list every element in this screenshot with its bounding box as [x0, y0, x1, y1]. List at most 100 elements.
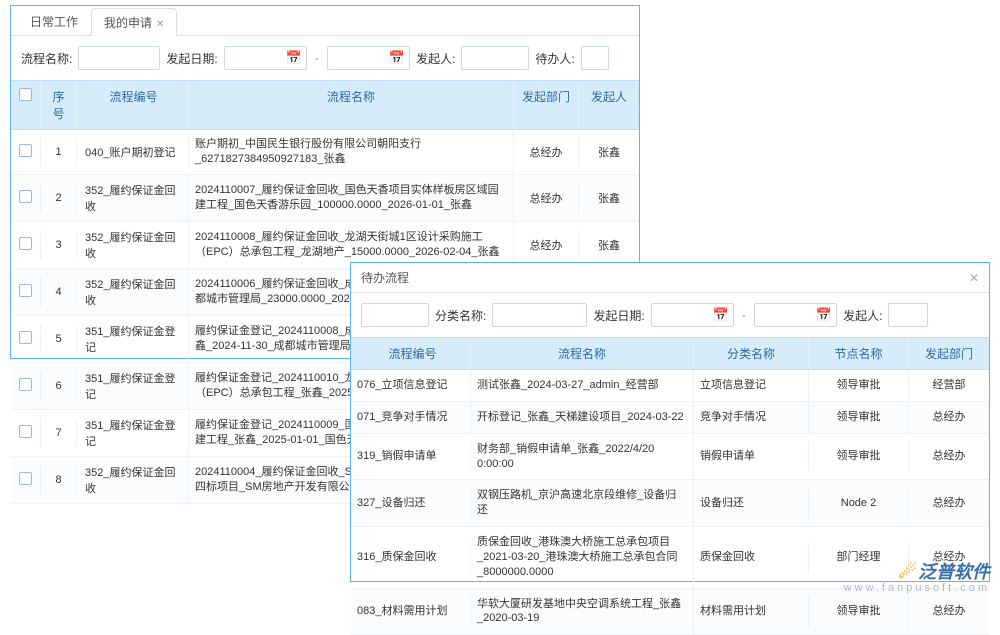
header-cat: 分类名称	[694, 338, 809, 369]
cell-initiator: 张鑫	[579, 230, 639, 260]
cell-initiator: 张鑫	[579, 137, 639, 167]
header-code: 流程编号	[77, 81, 189, 129]
cell-code: 352_履约保证金回收	[77, 269, 189, 315]
filter-initiator-label: 发起人:	[416, 50, 455, 67]
cell-code: 351_履约保证金登记	[77, 316, 189, 362]
filter-initiator-input[interactable]	[461, 46, 529, 70]
cell-dept: 总经办	[909, 488, 989, 519]
date-from[interactable]: 📅	[651, 303, 734, 327]
brand-cn: 泛普软件	[844, 558, 990, 584]
row-checkbox[interactable]	[11, 183, 41, 213]
date-dash: -	[315, 51, 319, 65]
cell-code: 071_竞争对手情况	[351, 402, 471, 433]
header-checkbox[interactable]	[11, 81, 41, 129]
cell-cat: 销假申请单	[694, 441, 809, 472]
calendar-icon[interactable]: 📅	[816, 307, 832, 323]
row-checkbox[interactable]	[11, 418, 41, 448]
calendar-icon[interactable]: 📅	[713, 307, 729, 323]
cell-index: 4	[41, 279, 77, 305]
cell-name: 开标登记_张鑫_天梯建设项目_2024-03-22	[471, 402, 694, 433]
filter-date-label: 发起日期:	[166, 50, 217, 67]
cell-dept: 总经办	[514, 183, 579, 213]
pending-process-panel: 待办流程 ✕ 分类名称: 发起日期: 📅 - 📅 发起人: 流程编号 流程名称 …	[350, 262, 990, 582]
row-checkbox[interactable]	[11, 277, 41, 307]
cell-dept: 总经办	[909, 596, 989, 627]
cell-dept: 经营部	[909, 370, 989, 401]
cell-code: 040_账户期初登记	[77, 137, 189, 167]
header-code: 流程编号	[351, 338, 471, 369]
cell-initiator: 张鑫	[579, 183, 639, 213]
date-dash: -	[742, 308, 746, 322]
row-checkbox[interactable]	[11, 137, 41, 167]
filter-bar: 分类名称: 发起日期: 📅 - 📅 发起人:	[351, 293, 989, 337]
cell-name: 2024110007_履约保证金回收_国色天香项目实体样板房区域园建工程_国色天…	[189, 176, 514, 220]
close-icon[interactable]: ✕	[969, 271, 979, 285]
row-checkbox[interactable]	[11, 465, 41, 495]
cell-node: Node 2	[809, 488, 909, 519]
calendar-icon[interactable]: 📅	[389, 50, 405, 66]
cell-code: 076_立项信息登记	[351, 370, 471, 401]
table-row[interactable]: 319_销假申请单财务部_销假申请单_张鑫_2022/4/20 0:00:00销…	[351, 434, 989, 481]
calendar-icon[interactable]: 📅	[286, 50, 302, 66]
table-row[interactable]: 071_竞争对手情况开标登记_张鑫_天梯建设项目_2024-03-22竞争对手情…	[351, 402, 989, 434]
cell-name: 双钢压路机_京沪高速北京段维修_设备归还	[471, 480, 694, 526]
cell-cat: 设备归还	[694, 488, 809, 519]
header-name: 流程名称	[189, 81, 514, 129]
table-row[interactable]: 2352_履约保证金回收2024110007_履约保证金回收_国色天香项目实体样…	[11, 175, 639, 222]
date-from-input[interactable]	[656, 305, 711, 325]
table-header: 流程编号 流程名称 分类名称 节点名称 发起部门	[351, 337, 989, 370]
date-from-input[interactable]	[229, 48, 284, 68]
cell-node: 领导审批	[809, 596, 909, 627]
table-row[interactable]: 327_设备归还双钢压路机_京沪高速北京段维修_设备归还设备归还Node 2总经…	[351, 480, 989, 527]
filter-bar: 流程名称: 发起日期: 📅 - 📅 发起人: 待办人:	[11, 36, 639, 80]
brand-en: www.fanpusoft.com	[844, 582, 990, 594]
cell-dept: 总经办	[514, 137, 579, 167]
date-to-input[interactable]	[332, 48, 387, 68]
filter-initiator-input[interactable]	[888, 303, 928, 327]
cell-dept: 总经办	[514, 230, 579, 260]
cell-code: 351_履约保证金登记	[77, 363, 189, 409]
cell-index: 5	[41, 326, 77, 352]
header-initiator: 发起人	[579, 81, 639, 129]
cell-index: 6	[41, 373, 77, 399]
row-checkbox[interactable]	[11, 324, 41, 354]
cell-name: 质保金回收_港珠澳大桥施工总承包项目_2021-03-20_港珠澳大桥施工总承包…	[471, 527, 694, 588]
cell-code: 327_设备归还	[351, 488, 471, 519]
row-checkbox[interactable]	[11, 371, 41, 401]
table-row[interactable]: 076_立项信息登记测试张鑫_2024-03-27_admin_经营部立项信息登…	[351, 370, 989, 402]
date-from[interactable]: 📅	[224, 46, 307, 70]
header-name: 流程名称	[471, 338, 694, 369]
table-body: 076_立项信息登记测试张鑫_2024-03-27_admin_经营部立项信息登…	[351, 370, 989, 635]
cell-code: 319_销假申请单	[351, 441, 471, 472]
cell-name: 2024110008_履约保证金回收_龙湖天街城1区设计采购施工（EPC）总承包…	[189, 223, 514, 267]
cell-node: 领导审批	[809, 441, 909, 472]
tab-label: 日常工作	[30, 15, 78, 29]
table-row[interactable]: 083_材料需用计划华软大厦研发基地中央空调系统工程_张鑫_2020-03-19…	[351, 589, 989, 635]
filter-unknown-input[interactable]	[361, 303, 429, 327]
tab-daily[interactable]: 日常工作	[17, 7, 91, 35]
cell-index: 2	[41, 185, 77, 211]
date-to[interactable]: 📅	[754, 303, 837, 327]
date-to-input[interactable]	[759, 305, 814, 325]
cell-code: 351_履约保证金登记	[77, 410, 189, 456]
filter-date-label: 发起日期:	[593, 307, 644, 324]
cell-cat: 材料需用计划	[694, 596, 809, 627]
cell-code: 352_履约保证金回收	[77, 222, 189, 268]
table-row[interactable]: 1040_账户期初登记账户期初_中国民生银行股份有限公司朝阳支行_6271827…	[11, 130, 639, 175]
panel-titlebar: 待办流程 ✕	[351, 263, 989, 293]
close-icon[interactable]: ✕	[156, 19, 164, 30]
date-to[interactable]: 📅	[327, 46, 410, 70]
panel-title: 待办流程	[361, 269, 409, 286]
row-checkbox[interactable]	[11, 230, 41, 260]
cell-code: 316_质保金回收	[351, 542, 471, 573]
cell-cat: 竞争对手情况	[694, 402, 809, 433]
tab-label: 我的申请	[104, 16, 152, 30]
cell-node: 领导审批	[809, 370, 909, 401]
filter-name-input[interactable]	[78, 46, 160, 70]
filter-handler-input[interactable]	[581, 46, 609, 70]
filter-cat-input[interactable]	[492, 303, 587, 327]
cell-code: 352_履约保证金回收	[77, 457, 189, 503]
cell-name: 华软大厦研发基地中央空调系统工程_张鑫_2020-03-19	[471, 589, 694, 635]
cell-dept: 总经办	[909, 402, 989, 433]
tab-my-applications[interactable]: 我的申请 ✕	[91, 8, 177, 36]
